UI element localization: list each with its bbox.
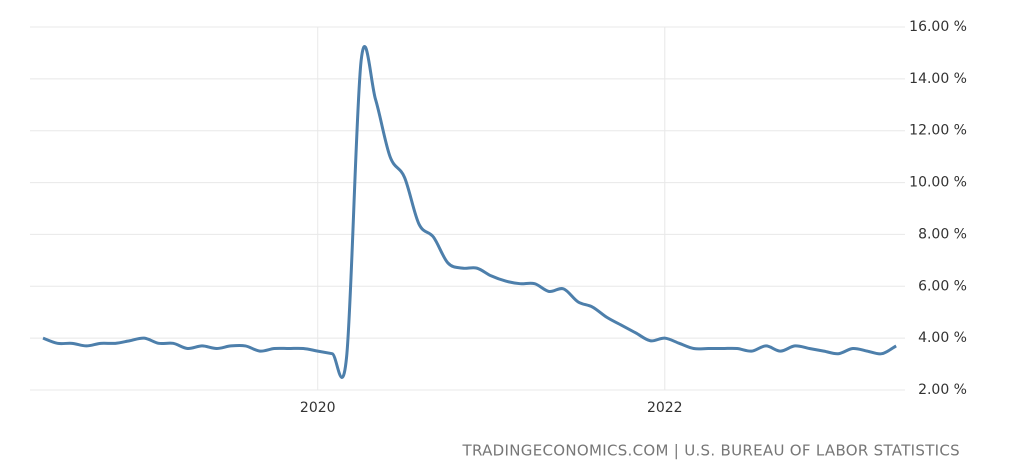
y-tick-label: 14.00 % (909, 71, 967, 87)
x-tick-label: 2022 (647, 400, 683, 416)
y-tick-label: 4.00 % (918, 330, 967, 346)
y-tick-label: 2.00 % (918, 382, 967, 398)
y-tick-label: 6.00 % (918, 278, 967, 294)
y-tick-label: 8.00 % (918, 226, 967, 242)
y-tick-label: 16.00 % (909, 19, 967, 35)
source: TRADINGECONOMICS.COM | U.S. BUREAU OF LA… (462, 442, 960, 460)
y-tick-label: 12.00 % (909, 123, 967, 139)
x-tick-label: 2020 (300, 400, 336, 416)
data-line (42, 44, 897, 379)
y-tick-label: 10.00 % (909, 175, 967, 191)
